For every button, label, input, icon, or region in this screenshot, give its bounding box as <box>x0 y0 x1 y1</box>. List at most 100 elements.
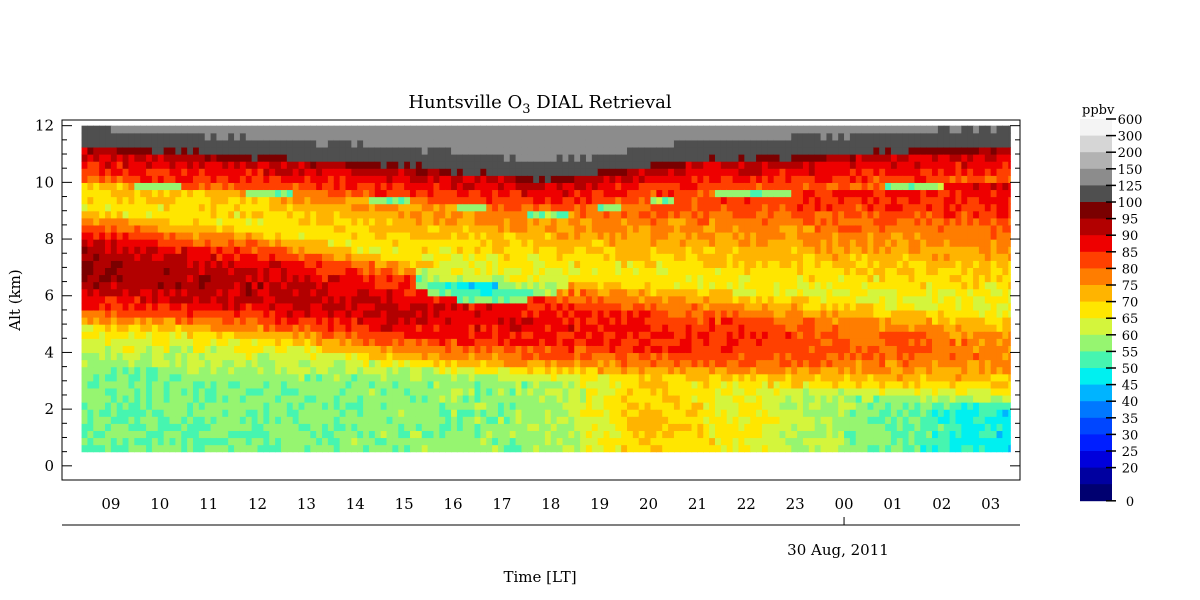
heatmap-cell <box>439 246 446 254</box>
heatmap-cell <box>345 132 352 141</box>
heatmap-cell <box>474 189 481 198</box>
heatmap-cell <box>169 394 176 403</box>
heatmap-cell <box>128 231 135 240</box>
heatmap-cell <box>656 324 663 332</box>
heatmap-cell <box>562 139 569 148</box>
heatmap-cell <box>638 345 646 354</box>
heatmap-cell <box>134 380 141 389</box>
heatmap-cell <box>585 239 593 247</box>
heatmap-cell <box>292 224 300 233</box>
heatmap-cell <box>685 239 693 247</box>
heatmap-cell <box>562 274 569 283</box>
heatmap-cell <box>480 309 487 318</box>
heatmap-cell <box>650 366 657 375</box>
heatmap-cell <box>715 253 722 261</box>
heatmap-cell <box>410 125 417 134</box>
heatmap-cell <box>280 437 288 446</box>
heatmap-cell <box>175 366 182 375</box>
heatmap-cell <box>715 416 722 424</box>
heatmap-cell <box>527 394 534 403</box>
heatmap-cell <box>527 338 534 346</box>
heatmap-cell <box>621 154 628 162</box>
heatmap-cell <box>345 394 352 403</box>
heatmap-cell <box>439 217 446 226</box>
heatmap-cell <box>568 182 575 191</box>
heatmap-cell <box>668 352 675 361</box>
heatmap-cell <box>239 203 247 212</box>
heatmap-cell <box>275 231 282 240</box>
heatmap-cell <box>673 224 681 233</box>
heatmap-cell <box>275 409 282 417</box>
heatmap-cell <box>533 387 540 396</box>
heatmap-cell <box>380 423 388 431</box>
heatmap-cell <box>269 352 276 361</box>
heatmap-cell <box>486 253 493 261</box>
heatmap-cell <box>668 260 675 268</box>
heatmap-cell <box>709 168 716 176</box>
heatmap-cell <box>650 387 657 396</box>
heatmap-cell <box>456 295 464 304</box>
heatmap-cell <box>673 387 681 396</box>
heatmap-cell <box>169 423 176 431</box>
heatmap-cell <box>386 125 394 134</box>
heatmap-cell <box>627 409 634 417</box>
heatmap-cell <box>169 217 176 226</box>
heatmap-cell <box>603 380 611 389</box>
heatmap-cell <box>568 416 575 424</box>
heatmap-cell <box>585 423 593 431</box>
heatmap-cell <box>621 359 628 368</box>
heatmap-cell <box>656 345 663 354</box>
heatmap-cell <box>192 416 200 424</box>
heatmap-cell <box>392 394 399 403</box>
heatmap-cell <box>234 175 241 183</box>
heatmap-cell <box>363 373 370 382</box>
heatmap-cell <box>521 288 528 297</box>
heatmap-cell <box>597 302 605 311</box>
heatmap-cell <box>392 423 399 431</box>
heatmap-cell <box>668 168 675 176</box>
heatmap-cell <box>157 217 165 226</box>
heatmap-cell <box>322 288 329 297</box>
heatmap-cell <box>339 196 347 205</box>
heatmap-cell <box>374 196 382 205</box>
heatmap-cell <box>468 274 476 283</box>
heatmap-cell <box>509 331 517 339</box>
heatmap-cell <box>556 189 564 198</box>
heatmap-cell <box>585 168 593 176</box>
heatmap-cell <box>228 224 235 233</box>
heatmap-cell <box>468 345 476 354</box>
heatmap-cell <box>697 430 704 439</box>
heatmap-cell <box>210 409 218 417</box>
heatmap-cell <box>621 231 628 240</box>
heatmap-cell <box>656 331 663 339</box>
heatmap-cell <box>210 345 218 354</box>
heatmap-cell <box>486 246 493 254</box>
heatmap-cell <box>204 203 212 212</box>
heatmap-cell <box>110 168 118 176</box>
heatmap-cell <box>269 416 276 424</box>
heatmap-cell <box>357 402 364 410</box>
heatmap-cell <box>304 409 311 417</box>
heatmap-cell <box>609 146 616 155</box>
heatmap-cell <box>368 146 376 155</box>
heatmap-cell <box>116 154 124 162</box>
heatmap-cell <box>679 203 687 212</box>
heatmap-cell <box>580 182 587 191</box>
heatmap-cell <box>439 373 446 382</box>
heatmap-cell <box>286 139 294 148</box>
heatmap-cell <box>181 345 188 354</box>
heatmap-cell <box>134 430 141 439</box>
heatmap-cell <box>251 253 259 261</box>
heatmap-cell <box>527 196 534 205</box>
heatmap-cell <box>597 210 605 219</box>
heatmap-cell <box>521 281 528 290</box>
heatmap-cell <box>527 352 534 361</box>
heatmap-cell <box>550 217 558 226</box>
heatmap-cell <box>574 309 581 318</box>
heatmap-cell <box>662 210 669 219</box>
heatmap-cell <box>87 224 94 233</box>
heatmap-cell <box>697 302 704 311</box>
heatmap-cell <box>591 239 599 247</box>
heatmap-cell <box>638 317 646 325</box>
heatmap-cell <box>527 161 534 169</box>
